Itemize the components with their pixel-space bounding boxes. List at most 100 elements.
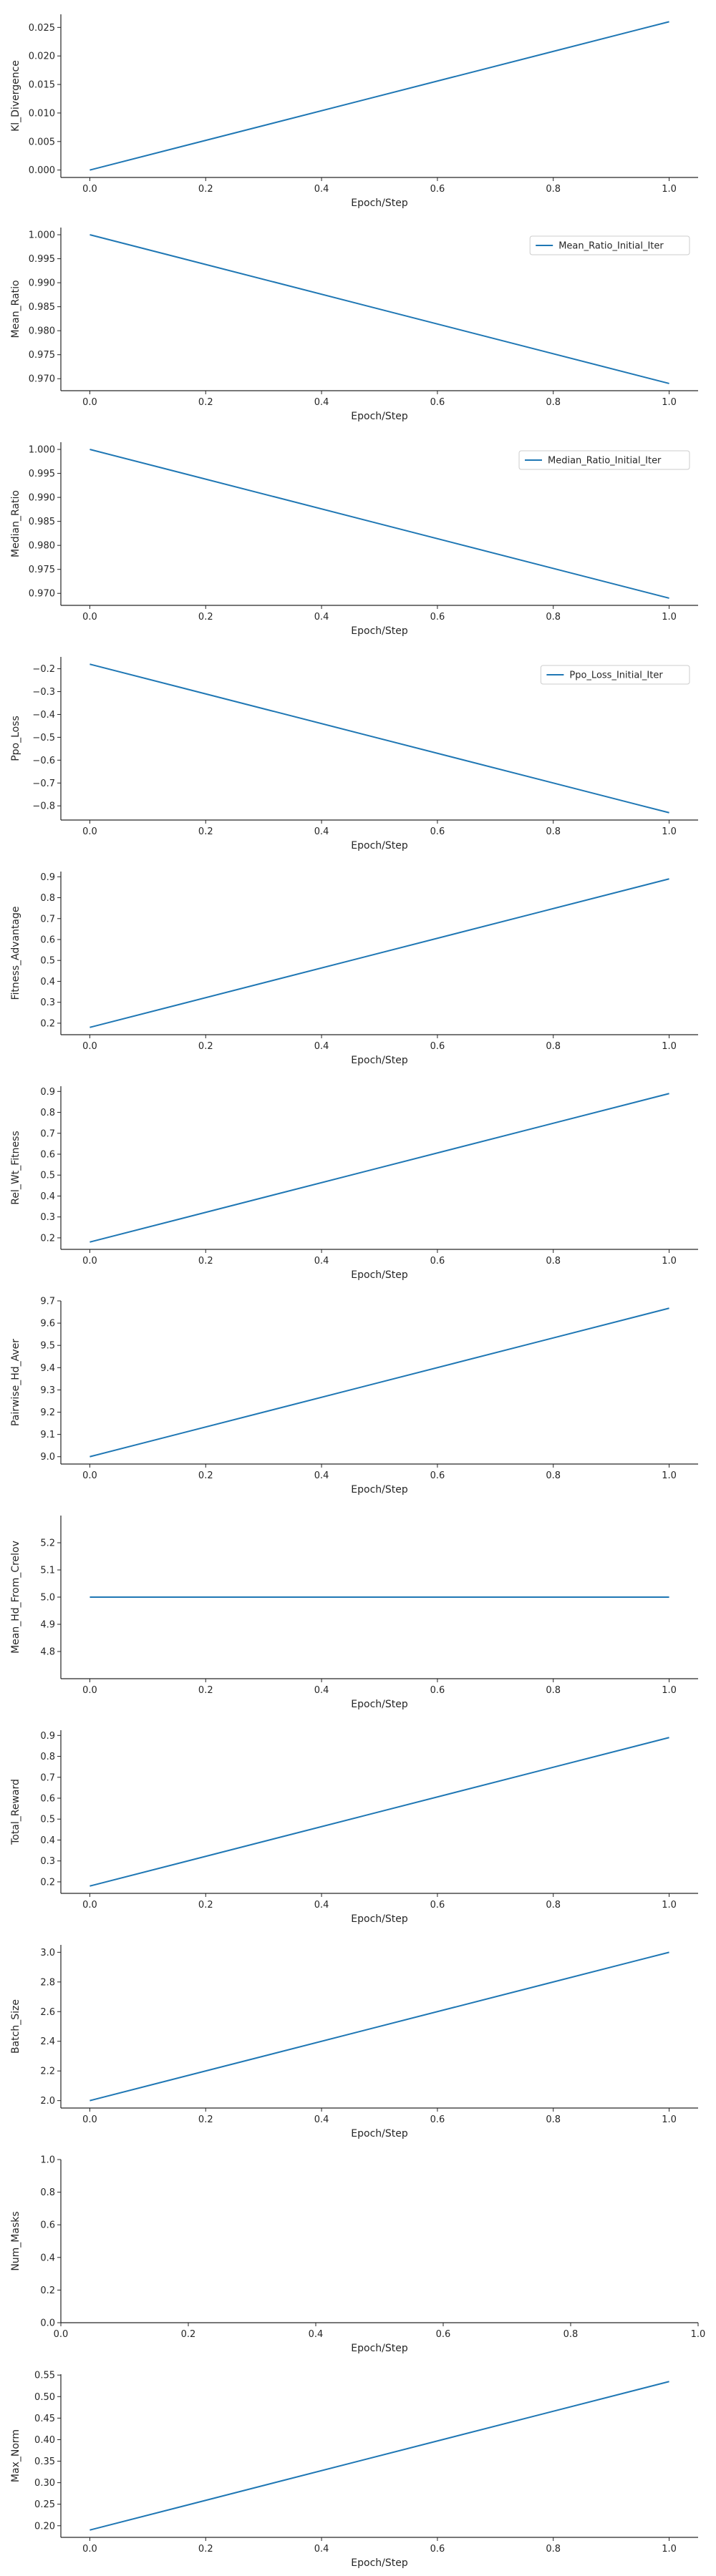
series-line-1 xyxy=(90,2381,669,2531)
x-tick-label: 0.4 xyxy=(314,1470,329,1481)
y-tick-label: 1.000 xyxy=(29,445,55,456)
x-axis-label: Epoch/Step xyxy=(351,2343,408,2354)
legend: Ppo_Loss_Initial_Iter xyxy=(540,665,690,685)
x-tick-label: 0.6 xyxy=(430,1256,445,1267)
x-tick-label: 0.2 xyxy=(198,1685,213,1696)
x-axis-label: Epoch/Step xyxy=(351,625,408,637)
x-tick-label: 0.4 xyxy=(314,1041,329,1052)
y-tick-label: 0.970 xyxy=(29,374,55,385)
y-tick-label: 0.980 xyxy=(29,541,55,552)
x-tick-label: 1.0 xyxy=(662,184,677,195)
y-tick-label: 9.3 xyxy=(40,1385,55,1396)
y-tick-label: 0.45 xyxy=(34,2414,55,2424)
y-tick-label: 1.0 xyxy=(40,2155,55,2166)
x-tick-label: 0.6 xyxy=(430,184,445,195)
chart-panel-1: 0.0 0.2 0.4 0.6 0.8 1.0 0.000 0.005 0.010 0.015 0.… xyxy=(10,14,698,209)
x-tick-label: 1.0 xyxy=(662,1041,677,1052)
y-tick-label: 9.1 xyxy=(40,1430,55,1440)
x-tick-label: 0.0 xyxy=(82,612,97,623)
y-tick-label: 0.975 xyxy=(29,565,55,575)
x-axis-label: Epoch/Step xyxy=(351,2128,408,2140)
chart-panel-11: 0.0 0.2 0.4 0.6 0.8 1.0 0.0 0.2 0.4 0.6 0.8 1.0 Epoc… xyxy=(10,2155,705,2355)
x-tick-label: 1.0 xyxy=(662,1256,677,1267)
chart-panel-6: 0.0 0.2 0.4 0.6 0.8 1.0 0.2 0.3 0.4 0.5 0.6 0.7 0.8 0… xyxy=(10,1086,698,1281)
y-tick-label: 0.5 xyxy=(40,956,55,967)
y-axis-label: Batch_Size xyxy=(10,1999,21,2054)
y-tick-label: 0.20 xyxy=(34,2521,55,2532)
chart-panel-9: 0.0 0.2 0.4 0.6 0.8 1.0 0.2 0.3 0.4 0.5 0.6 0.7 0.8 0… xyxy=(10,1730,698,1925)
y-tick-label: 0.8 xyxy=(40,893,55,904)
y-tick-label: 9.7 xyxy=(40,1297,55,1307)
x-tick-label: 0.8 xyxy=(546,1900,561,1911)
x-tick-label: 0.2 xyxy=(181,2329,196,2340)
series-line-1 xyxy=(90,21,669,171)
y-tick-label: 0.7 xyxy=(40,1128,55,1139)
x-tick-label: 0.2 xyxy=(198,1256,213,1267)
y-tick-label: 0.7 xyxy=(40,914,55,924)
x-axis-label: Epoch/Step xyxy=(351,1913,408,1925)
y-tick-label: 9.6 xyxy=(40,1319,55,1330)
series-line-1 xyxy=(90,663,669,814)
legend-box xyxy=(540,665,690,685)
y-tick-label: 2.6 xyxy=(40,2007,55,2018)
y-axis-label: Mean_Ratio xyxy=(10,280,21,338)
chart-panel-2: 0.0 0.2 0.4 0.6 0.8 1.0 0.970 0.975 0.980 0.985 0.… xyxy=(10,228,698,422)
x-tick-label: 0.4 xyxy=(314,826,329,837)
x-axis-label: Epoch/Step xyxy=(351,2557,408,2569)
x-tick-label: 0.8 xyxy=(546,1041,561,1052)
y-tick-label: 0.7 xyxy=(40,1772,55,1783)
x-axis-label: Epoch/Step xyxy=(351,1699,408,1710)
legend: Median_Ratio_Initial_Iter xyxy=(518,450,690,470)
x-tick-label: 0.0 xyxy=(82,1041,97,1052)
y-axis-label: Num_Masks xyxy=(10,2211,21,2270)
y-tick-label: 2.0 xyxy=(40,2096,55,2107)
x-tick-label: 1.0 xyxy=(662,2544,677,2555)
x-axis-label: Epoch/Step xyxy=(351,1269,408,1281)
series-line-1 xyxy=(90,449,669,599)
series-line-1 xyxy=(90,1307,669,1458)
y-axis-label: Total_Reward xyxy=(10,1779,21,1845)
y-tick-label: 0.005 xyxy=(29,137,55,147)
x-tick-label: 0.0 xyxy=(82,1470,97,1481)
x-tick-label: 0.2 xyxy=(198,397,213,408)
y-tick-label: −0.6 xyxy=(32,756,55,766)
x-tick-label: 0.8 xyxy=(546,2544,561,2555)
y-tick-label: −0.5 xyxy=(32,733,55,743)
x-tick-label: 0.4 xyxy=(314,612,329,623)
y-tick-label: 0.025 xyxy=(29,23,55,34)
y-axis-label: Mean_Hd_From_Crelov xyxy=(10,1541,21,1654)
y-tick-label: 0.6 xyxy=(40,935,55,946)
y-tick-label: 0.990 xyxy=(29,278,55,289)
y-axis-label: Pairwise_Hd_Aver xyxy=(10,1339,21,1426)
x-axis-label: Epoch/Step xyxy=(351,197,408,209)
x-tick-label: 0.4 xyxy=(314,1256,329,1267)
y-axis-label: Median_Ratio xyxy=(10,490,21,557)
y-tick-label: 2.8 xyxy=(40,1977,55,1988)
legend: Mean_Ratio_Initial_Iter xyxy=(529,235,690,255)
y-tick-label: 0.970 xyxy=(29,589,55,600)
series-line-1 xyxy=(90,234,669,384)
x-tick-label: 0.2 xyxy=(198,1470,213,1481)
x-tick-label: 0.0 xyxy=(82,826,97,837)
y-tick-label: 0.975 xyxy=(29,350,55,361)
y-tick-label: −0.7 xyxy=(32,779,55,789)
legend-box xyxy=(518,450,690,470)
y-tick-label: 0.990 xyxy=(29,493,55,504)
x-axis-label: Epoch/Step xyxy=(351,411,408,422)
y-tick-label: 9.4 xyxy=(40,1363,55,1374)
y-tick-label: 9.5 xyxy=(40,1341,55,1352)
x-tick-label: 0.4 xyxy=(314,2114,329,2125)
y-axis-label: Ppo_Loss xyxy=(10,716,21,761)
y-tick-label: −0.2 xyxy=(32,664,55,675)
x-tick-label: 0.8 xyxy=(546,1470,561,1481)
y-tick-label: 0.50 xyxy=(34,2392,55,2403)
x-tick-label: 0.0 xyxy=(82,397,97,408)
x-tick-label: 0.0 xyxy=(82,1685,97,1696)
x-tick-label: 0.2 xyxy=(198,612,213,623)
x-tick-label: 0.6 xyxy=(430,1685,445,1696)
y-tick-label: −0.4 xyxy=(32,710,55,721)
x-axis-label: Epoch/Step xyxy=(351,840,408,852)
x-tick-label: 0.6 xyxy=(430,397,445,408)
x-tick-label: 0.0 xyxy=(82,1900,97,1911)
y-tick-label: 0.4 xyxy=(40,1191,55,1202)
